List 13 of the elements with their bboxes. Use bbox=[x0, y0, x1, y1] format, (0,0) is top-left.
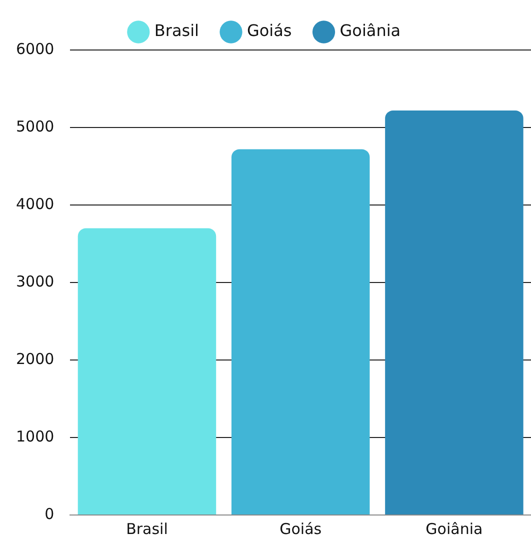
y-tick-label: 0 bbox=[44, 504, 54, 523]
y-tick-label: 4000 bbox=[16, 194, 54, 213]
x-tick-label: Brasil bbox=[126, 520, 168, 538]
legend-label: Goiânia bbox=[340, 21, 401, 40]
y-tick-label: 6000 bbox=[16, 40, 54, 58]
y-tick-label: 3000 bbox=[16, 272, 54, 290]
y-tick-label: 5000 bbox=[16, 117, 54, 136]
x-tick-label: Goiânia bbox=[426, 520, 483, 538]
legend-label: Brasil bbox=[154, 21, 199, 40]
y-tick-label: 1000 bbox=[16, 427, 54, 446]
y-tick-label: 2000 bbox=[16, 350, 54, 368]
x-tick-label: Goiás bbox=[280, 520, 322, 538]
legend-label: Goiás bbox=[246, 21, 292, 40]
